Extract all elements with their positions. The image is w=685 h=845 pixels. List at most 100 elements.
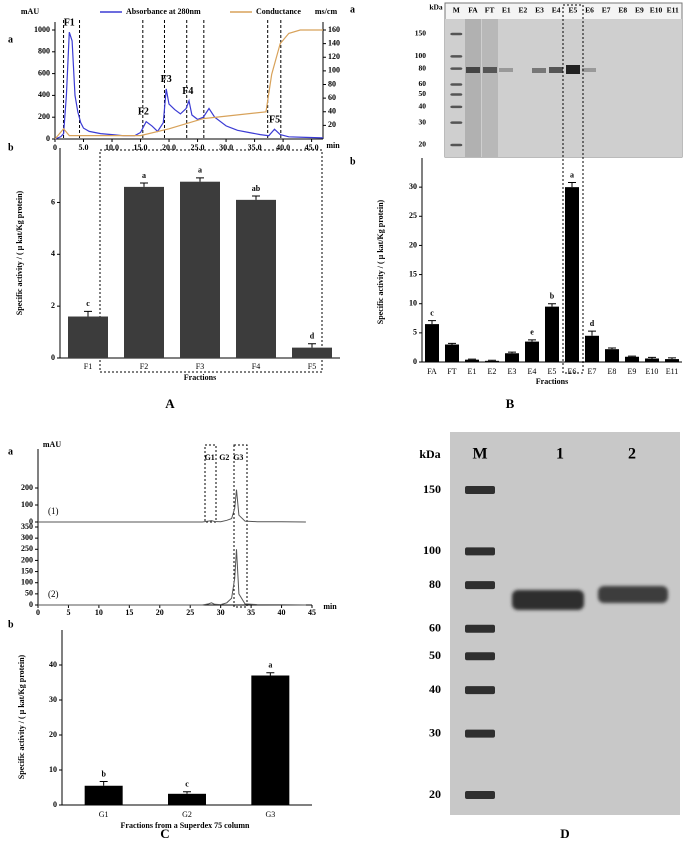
- error-bar: [648, 356, 656, 359]
- x-tick-label: 20: [156, 608, 164, 617]
- bar: [251, 675, 290, 805]
- error-bar: [266, 672, 275, 676]
- error-bar: [84, 310, 92, 317]
- fraction-label: G2: [219, 453, 229, 462]
- unit-label: kDa: [419, 447, 440, 461]
- panel-tag: b: [8, 619, 14, 630]
- legend-label: Absorbance at 280nm: [126, 7, 201, 16]
- x-tick-label: F1: [84, 362, 92, 371]
- lane-label: 2: [628, 446, 636, 463]
- x-tick-label: E5: [548, 367, 557, 376]
- y-tick-label: 800: [38, 47, 50, 56]
- peak-label: F5: [269, 114, 280, 125]
- y-tick-label: 350: [21, 522, 33, 531]
- marker-label: 30: [429, 725, 441, 739]
- protein-band: [512, 590, 584, 610]
- x-tick-label: 30.0: [219, 143, 233, 152]
- lane-smear: [465, 19, 481, 157]
- panel-tag: b: [8, 142, 14, 153]
- y-tick-label: 6: [51, 197, 55, 206]
- y-tick-label: 400: [38, 90, 50, 99]
- significance-letter: e: [530, 328, 534, 337]
- x-tick-label: E2: [488, 367, 497, 376]
- lane-label: E7: [602, 6, 611, 15]
- x-tick-label: 40.0: [276, 143, 290, 152]
- y-tick-label: 0: [53, 800, 57, 809]
- x-tick-label: 25.0: [191, 143, 205, 152]
- bar: [84, 785, 123, 805]
- x-axis-label: min: [326, 141, 340, 150]
- x-tick-label: 35: [247, 608, 255, 617]
- trace-label: (2): [48, 589, 59, 599]
- error-bar: [508, 351, 516, 354]
- marker-band: [450, 93, 463, 96]
- bar: [585, 335, 599, 362]
- x-tick-label: F5: [308, 362, 316, 371]
- y-tick-label: 10: [409, 299, 417, 308]
- y-tick-label: 200: [21, 555, 33, 564]
- significance-letter: c: [430, 308, 434, 317]
- x-tick-label: 45: [308, 608, 316, 617]
- x-axis-label: Fractions: [536, 377, 568, 386]
- x-tick-label: E8: [608, 367, 617, 376]
- y2-tick-label: 80: [328, 79, 336, 88]
- marker-label: 80: [429, 577, 441, 591]
- gel: [450, 432, 680, 815]
- y-axis-label: Specific activity / ( μ kat/Kg protein): [15, 190, 24, 315]
- x-axis-label: Fractions from a Superdex 75 column: [121, 821, 251, 830]
- marker-label: 50: [419, 89, 427, 98]
- panel-tag: a: [8, 446, 13, 457]
- marker-band: [465, 624, 495, 633]
- bar: [545, 306, 559, 362]
- x-tick-label: 20.0: [162, 143, 176, 152]
- panel-label: B: [506, 396, 515, 411]
- panel-tag: a: [350, 4, 355, 15]
- y-tick-label: 600: [38, 68, 50, 77]
- bar: [625, 356, 639, 362]
- x-tick-label: E11: [666, 367, 679, 376]
- x-tick-label: F4: [252, 362, 260, 371]
- significance-letter: c: [185, 780, 189, 789]
- marker-label: 60: [419, 79, 427, 88]
- data-line: [54, 29, 323, 140]
- significance-letter: ab: [252, 184, 261, 193]
- x-tick-label: G1: [99, 810, 109, 819]
- y-tick-label: 20: [49, 730, 57, 739]
- lane-label: E10: [650, 6, 663, 15]
- fraction-label: G3: [233, 453, 243, 462]
- fraction-box: [233, 444, 248, 608]
- x-tick-label: 5.0: [79, 143, 89, 152]
- fraction-box: [204, 444, 217, 523]
- y-tick-label: 300: [21, 533, 33, 542]
- significance-letter: b: [101, 769, 106, 778]
- significance-letter: c: [86, 299, 90, 308]
- marker-band: [465, 686, 495, 695]
- marker-label: 80: [419, 63, 427, 72]
- x-axis-label: min: [323, 602, 337, 611]
- marker-label: 150: [423, 482, 441, 496]
- protein-band: [582, 68, 596, 72]
- y2-tick-label: 120: [328, 52, 340, 61]
- y-tick-label: 100: [21, 500, 33, 509]
- y-tick-label: 0: [413, 357, 417, 366]
- bar: [180, 181, 220, 358]
- protein-band: [532, 68, 546, 73]
- lane-label: E9: [635, 6, 644, 15]
- marker-band: [465, 486, 495, 494]
- x-tick-label: G2: [182, 810, 192, 819]
- y2-tick-label: 160: [328, 25, 340, 34]
- marker-label: 20: [419, 140, 427, 149]
- marker-band: [450, 143, 463, 147]
- x-tick-label: 15.0: [134, 143, 148, 152]
- bar: [168, 793, 206, 805]
- y-axis-label: Specific activity / ( μ kat/Kg protein): [376, 199, 385, 324]
- significance-letter: a: [142, 171, 146, 180]
- lane-label: E2: [519, 6, 528, 15]
- x-tick-label: E3: [508, 367, 517, 376]
- panel-tag: a: [8, 34, 13, 45]
- error-bar: [308, 343, 316, 348]
- x-axis-label: Fractions: [184, 373, 216, 382]
- y-tick-label: 30: [49, 695, 57, 704]
- x-tick-label: 25: [186, 608, 194, 617]
- error-bar: [196, 177, 204, 182]
